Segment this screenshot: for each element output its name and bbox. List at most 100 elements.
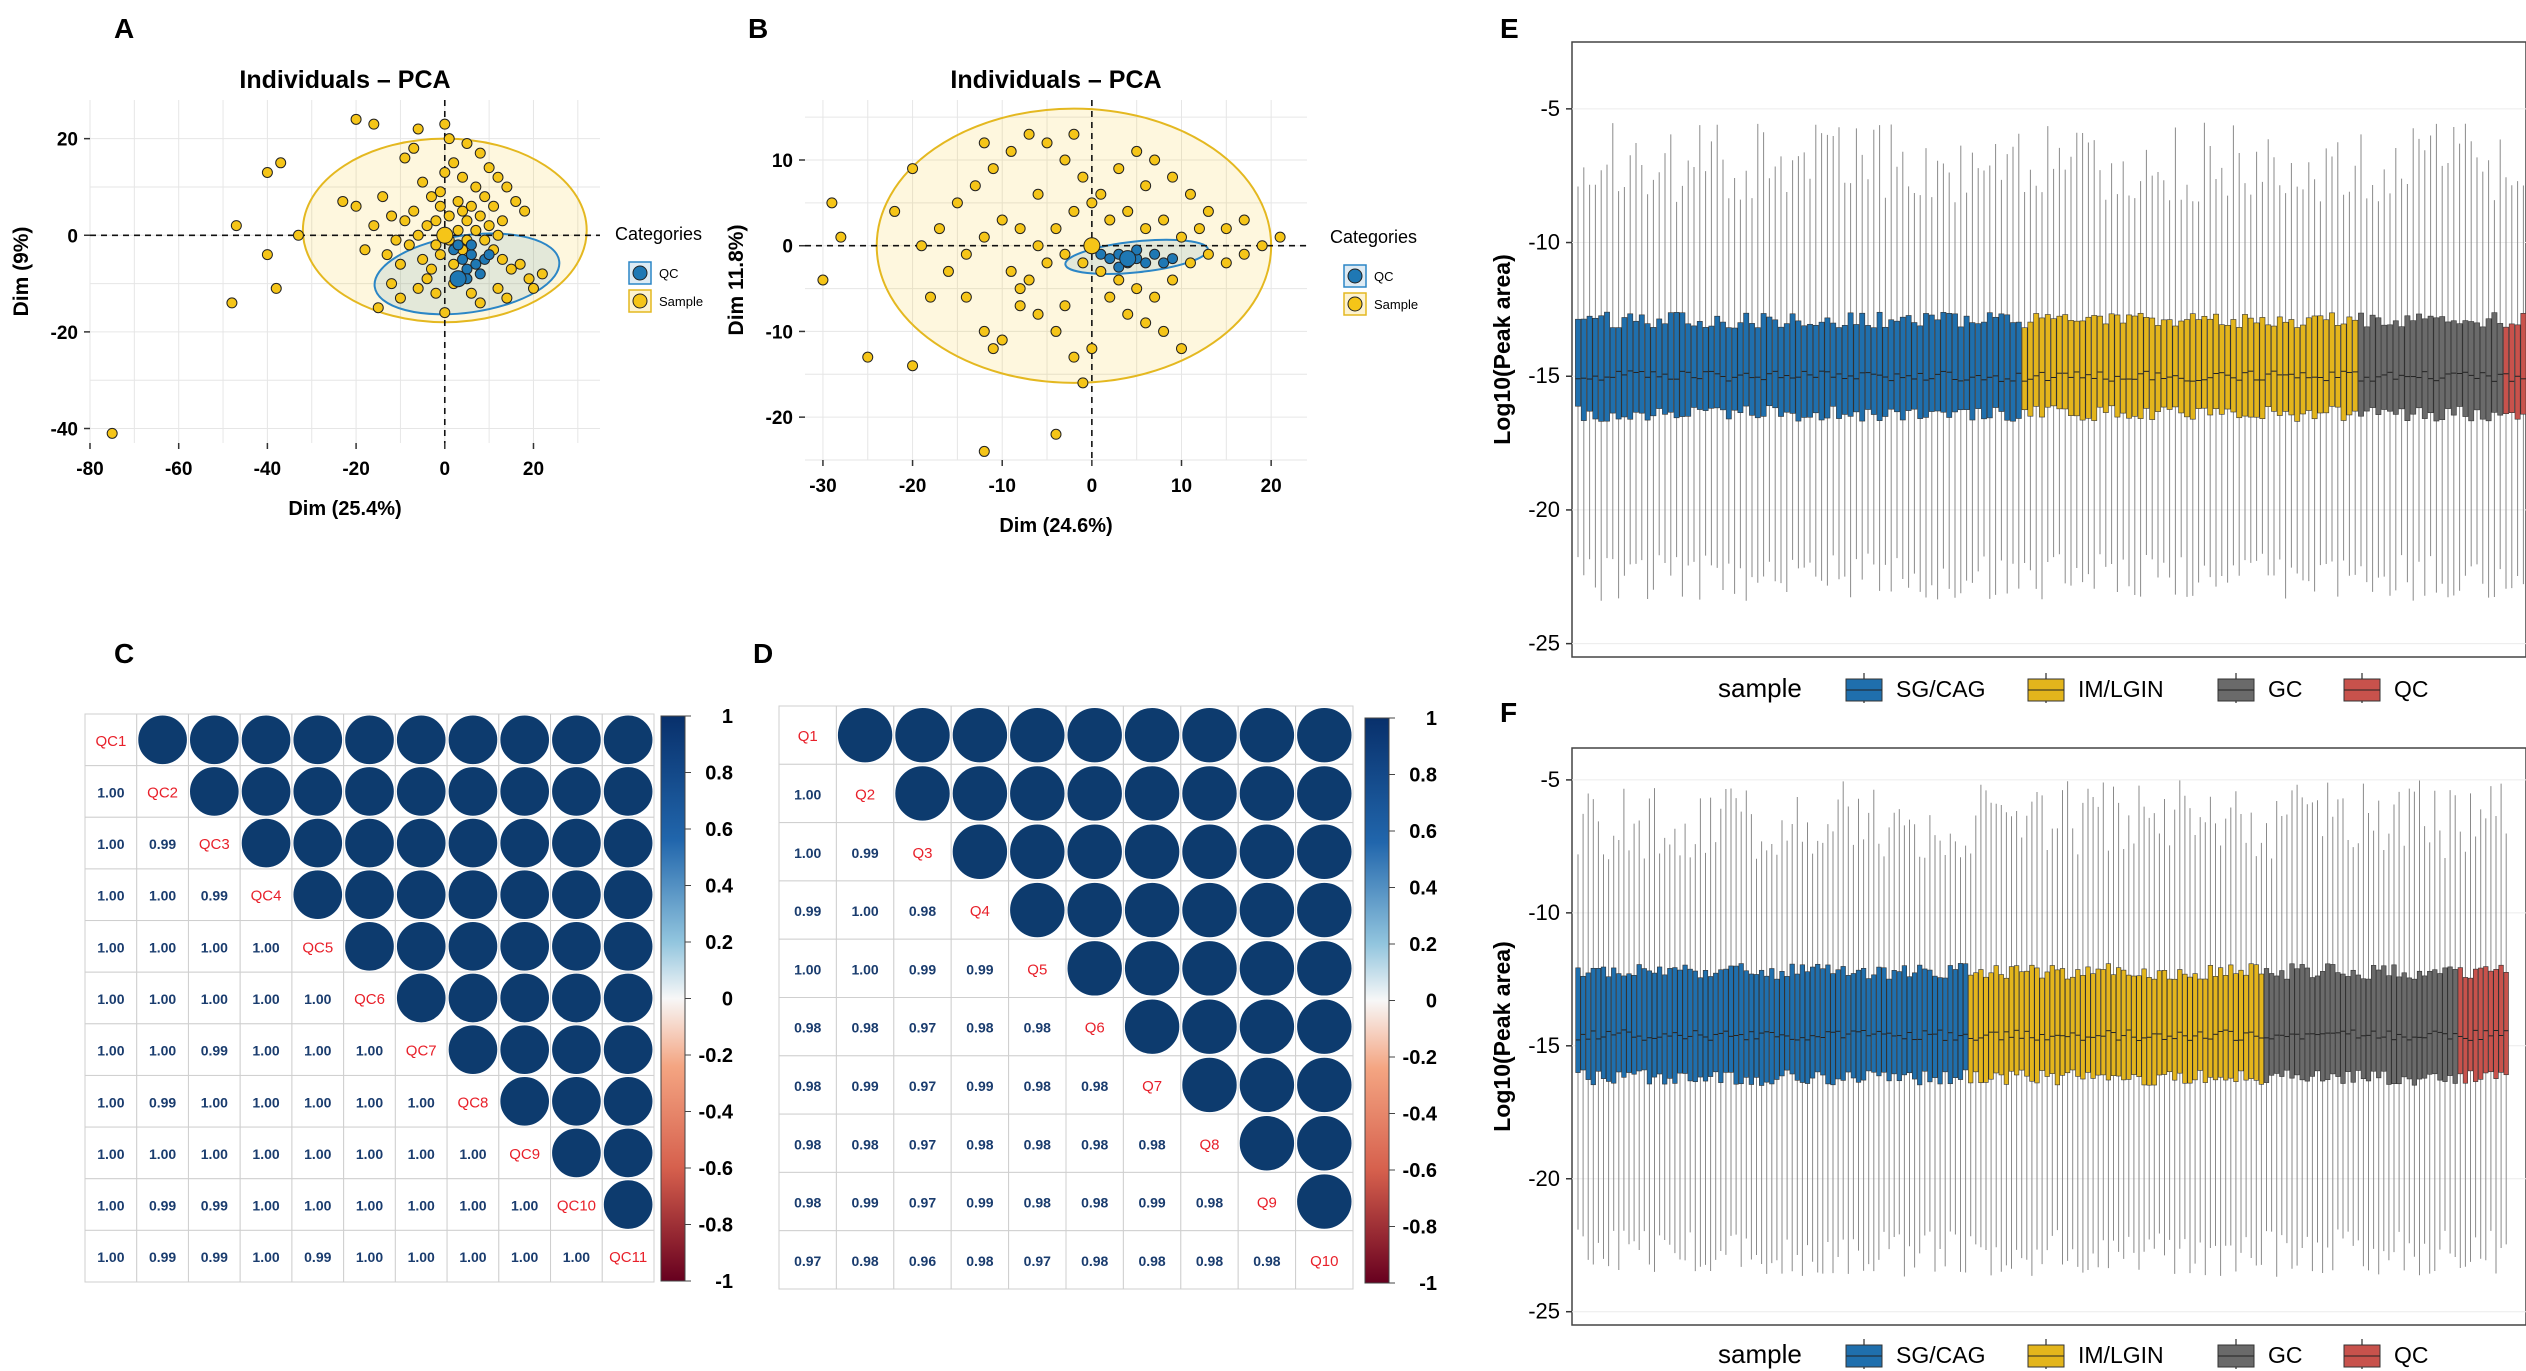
box — [1667, 312, 1674, 413]
matrix-cell — [239, 1229, 293, 1283]
box — [1855, 969, 1862, 1083]
legend-label: GC — [2268, 1342, 2303, 1368]
box — [2520, 313, 2526, 415]
correlation-value: 1.00 — [851, 903, 878, 919]
box — [1917, 325, 1924, 419]
box — [2263, 968, 2270, 1083]
colorbar-tick-label: -0.8 — [1403, 1217, 1437, 1239]
sample-point — [862, 351, 874, 363]
sample-point — [1140, 317, 1152, 329]
box — [1633, 320, 1639, 413]
correlation-value: 1.00 — [794, 961, 821, 977]
box — [2070, 976, 2076, 1071]
sample-point — [826, 197, 838, 209]
box — [1876, 966, 1882, 1077]
matrix-cell — [893, 822, 952, 882]
sample-point — [1005, 265, 1017, 277]
correlation-value: 0.96 — [909, 1253, 936, 1269]
correlation-circle — [602, 1179, 654, 1230]
correlation-circle — [1123, 998, 1181, 1055]
correlation-circle — [951, 706, 1009, 764]
sample-point — [448, 258, 460, 270]
correlation-circle — [344, 714, 395, 766]
correlation-circle — [395, 817, 447, 869]
correlation-value: 1.00 — [356, 1043, 383, 1059]
correlation-circle — [551, 1024, 602, 1075]
sample-point — [403, 239, 415, 251]
correlation-circle — [1296, 765, 1353, 822]
correlation-value: 0.99 — [304, 1249, 331, 1265]
box — [2493, 969, 2499, 1079]
box — [1760, 313, 1767, 417]
box — [1871, 974, 1877, 1073]
correlation-circle — [1296, 881, 1353, 939]
box — [2276, 316, 2283, 416]
correlation-value: 0.99 — [966, 1195, 993, 1211]
box — [2503, 972, 2509, 1076]
box — [2126, 314, 2132, 419]
box — [2044, 314, 2051, 408]
correlation-value: 1.00 — [201, 991, 228, 1007]
correlation-value: 1.00 — [97, 1249, 124, 1265]
box — [1738, 963, 1744, 1085]
box — [2421, 318, 2428, 419]
box — [2202, 978, 2208, 1083]
correlation-value: 1.00 — [794, 786, 821, 802]
box — [1638, 314, 1645, 414]
correlation-value: 0.99 — [909, 961, 936, 977]
sample-point — [1077, 257, 1089, 269]
sample-point — [1158, 214, 1170, 226]
box — [1646, 970, 1652, 1085]
correlation-circle — [447, 869, 499, 921]
correlation-circle — [602, 1075, 654, 1127]
sample-point — [951, 197, 963, 209]
boxplot-chart-f: -5 -10 -15 -20 -25 Log10(Peak area) sample SG/C… — [1489, 747, 2526, 1369]
matrix-cell — [893, 880, 952, 940]
box — [1590, 967, 1596, 1086]
box — [2497, 323, 2504, 416]
box — [1600, 966, 1607, 1079]
colorbar-tick-label: -0.4 — [699, 1102, 734, 1124]
box — [1815, 963, 1821, 1073]
sample-point — [483, 162, 495, 174]
correlation-value: 0.98 — [794, 1020, 821, 1036]
sample-centroid — [436, 226, 454, 244]
correlation-value: 1.00 — [97, 784, 124, 800]
box — [2050, 318, 2057, 407]
sample-point — [1068, 205, 1080, 217]
correlation-value: 0.98 — [1081, 1195, 1108, 1211]
diagonal-label: QC4 — [251, 888, 282, 905]
box — [1718, 969, 1724, 1083]
sample-point — [443, 210, 455, 222]
correlation-value: 1.00 — [459, 1249, 486, 1265]
correlation-circle — [894, 765, 951, 822]
legend-title: Categories — [1330, 227, 1417, 247]
box — [2167, 978, 2173, 1073]
sample-point — [978, 445, 990, 457]
box — [2238, 969, 2244, 1072]
box — [2228, 964, 2234, 1079]
matrix-cell — [1008, 1113, 1067, 1173]
box — [2325, 963, 2331, 1080]
box — [2452, 969, 2458, 1084]
matrix-cell — [446, 1074, 500, 1128]
matrix-cell — [1180, 1171, 1239, 1232]
legend-label: IM/LGIN — [2078, 676, 2164, 702]
box — [1859, 312, 1866, 422]
matrix-cell — [394, 1126, 448, 1180]
matrix-cell — [1180, 1113, 1239, 1173]
box — [1720, 321, 1726, 411]
y-axis-label: Log10(Peak area) — [1489, 254, 1515, 444]
box — [1891, 970, 1897, 1075]
sample-point — [1149, 154, 1161, 166]
box — [1631, 974, 1637, 1075]
correlation-circle — [344, 869, 395, 921]
qc-point — [1167, 253, 1179, 265]
matrix-cell — [136, 971, 189, 1025]
sample-point — [1005, 145, 1017, 157]
sample-point — [430, 215, 442, 227]
correlation-circle — [1181, 706, 1238, 764]
sample-point — [479, 191, 491, 203]
correlation-value: 0.98 — [794, 1195, 821, 1211]
correlation-value: 0.99 — [851, 1078, 878, 1094]
